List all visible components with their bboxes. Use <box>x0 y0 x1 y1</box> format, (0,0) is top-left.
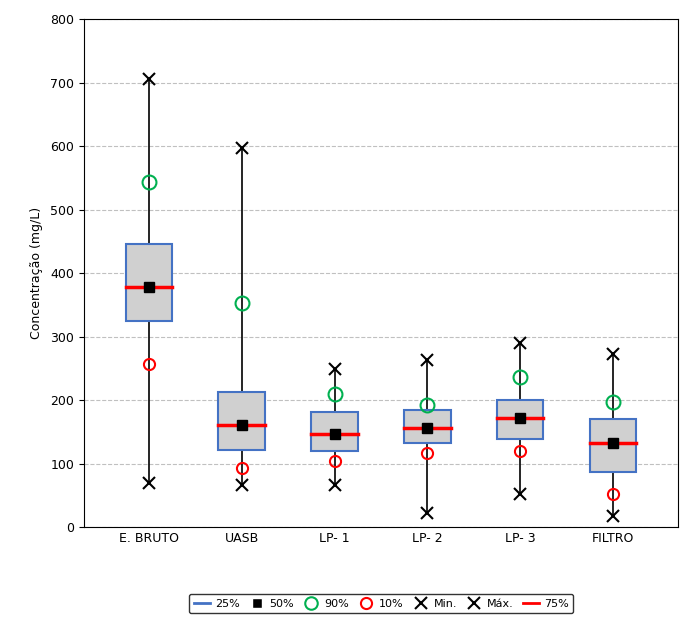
FancyBboxPatch shape <box>311 412 358 451</box>
FancyBboxPatch shape <box>404 410 451 443</box>
FancyBboxPatch shape <box>219 392 265 450</box>
FancyBboxPatch shape <box>590 419 636 472</box>
FancyBboxPatch shape <box>497 400 543 439</box>
Legend: 25%, 50%, 90%, 10%, Min., Máx., 75%: 25%, 50%, 90%, 10%, Min., Máx., 75% <box>189 594 572 613</box>
Y-axis label: Concentração (mg/L): Concentração (mg/L) <box>30 207 43 340</box>
FancyBboxPatch shape <box>126 244 172 321</box>
